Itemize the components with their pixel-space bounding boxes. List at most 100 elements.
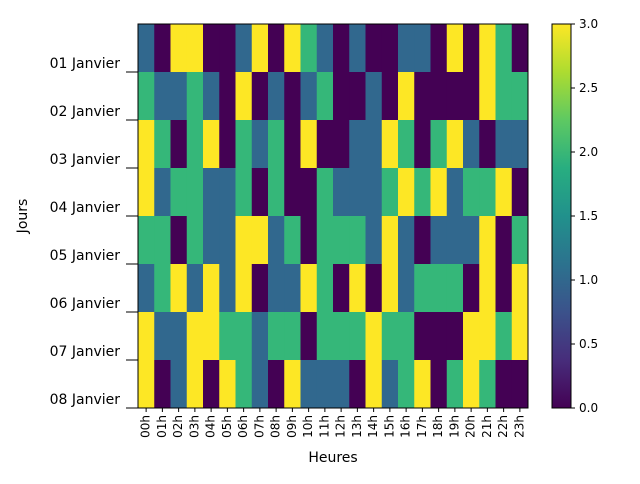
colorbar-ticks: 0.0 0.5 1.0 1.5 2.0 2.5 3.0 xyxy=(571,17,598,415)
heatmap-cell xyxy=(284,312,301,361)
x-tick-label: 09h xyxy=(285,415,299,438)
heatmap-cell xyxy=(203,72,220,121)
heatmap-cell xyxy=(414,120,431,169)
heatmap-cell xyxy=(333,264,350,313)
heatmap-cell xyxy=(430,312,448,361)
colorbar-tick-label: 0.5 xyxy=(579,337,598,351)
heatmap-cell xyxy=(268,24,285,73)
heatmap-cell xyxy=(170,360,188,409)
heatmap-cell xyxy=(446,216,464,265)
heatmap-cell xyxy=(398,360,415,409)
heatmap-cell xyxy=(333,360,350,409)
heatmap-cell xyxy=(186,24,204,73)
heatmap-cell xyxy=(414,216,431,265)
heatmap-cell xyxy=(381,216,399,265)
heatmap-cell xyxy=(479,120,496,169)
heatmap-cell xyxy=(138,360,155,409)
heatmap-cell xyxy=(479,168,496,217)
heatmap-cell xyxy=(284,360,301,409)
heatmap-cell xyxy=(349,216,366,265)
heatmap-cell xyxy=(381,72,399,121)
x-tick-label: 18h xyxy=(431,415,445,438)
heatmap-cell xyxy=(365,312,383,361)
heatmap-cell xyxy=(430,264,448,313)
x-tick-label: 00h xyxy=(139,415,153,438)
heatmap-cell xyxy=(463,24,480,73)
heatmap-cell xyxy=(235,168,253,217)
heatmap-cell xyxy=(235,120,253,169)
heatmap-cell xyxy=(170,72,188,121)
heatmap-cell xyxy=(430,216,448,265)
colorbar-tick-label: 1.5 xyxy=(579,209,598,223)
x-tick-label: 08h xyxy=(269,415,283,438)
heatmap-cell xyxy=(268,216,285,265)
heatmap-cell xyxy=(495,264,513,313)
heatmap-cell xyxy=(479,264,496,313)
heatmap-cell xyxy=(251,168,269,217)
x-tick-label: 17h xyxy=(415,415,429,438)
heatmap-cell xyxy=(268,72,285,121)
heatmap-cell xyxy=(235,264,253,313)
heatmap-cell xyxy=(203,312,220,361)
heatmap-cell xyxy=(186,120,204,169)
heatmap-cell xyxy=(446,72,464,121)
heatmap-cell xyxy=(316,168,334,217)
heatmap-cell xyxy=(414,312,431,361)
heatmap-cell xyxy=(284,264,301,313)
heatmap-cell xyxy=(511,120,529,169)
heatmap-cell xyxy=(316,312,334,361)
heatmap-cell xyxy=(251,24,269,73)
heatmap-cell xyxy=(170,264,188,313)
x-tick-label: 01h xyxy=(155,415,169,438)
heatmap-cell xyxy=(300,264,318,313)
heatmap-cell xyxy=(154,168,171,217)
heatmap-cell xyxy=(463,360,480,409)
heatmap-cell xyxy=(414,264,431,313)
x-tick-label: 11h xyxy=(317,415,331,438)
heatmap-cell xyxy=(333,312,350,361)
heatmap-cell xyxy=(381,312,399,361)
heatmap-cell xyxy=(316,264,334,313)
heatmap-cell xyxy=(511,264,529,313)
heatmap-cell xyxy=(381,120,399,169)
heatmap-cell xyxy=(446,360,464,409)
heatmap-cell xyxy=(333,168,350,217)
heatmap-cell xyxy=(495,216,513,265)
heatmap-cell xyxy=(381,264,399,313)
heatmap-cell xyxy=(251,72,269,121)
heatmap-cell xyxy=(495,24,513,73)
heatmap-cell xyxy=(398,264,415,313)
heatmap-cell xyxy=(479,216,496,265)
heatmap-cell xyxy=(219,120,236,169)
heatmap-cell xyxy=(300,120,318,169)
y-tick-label: 05 Janvier xyxy=(50,248,121,264)
heatmap-cell xyxy=(463,264,480,313)
heatmap-cell xyxy=(138,216,155,265)
heatmap-cell xyxy=(349,312,366,361)
heatmap-cell xyxy=(398,120,415,169)
heatmap-cell xyxy=(268,168,285,217)
heatmap-cell xyxy=(251,120,269,169)
heatmap-cell xyxy=(154,72,171,121)
colorbar-tick-label: 3.0 xyxy=(579,17,598,31)
heatmap-cell xyxy=(511,312,529,361)
heatmap-cell xyxy=(495,120,513,169)
heatmap-cell xyxy=(463,120,480,169)
heatmap-cell xyxy=(251,264,269,313)
heatmap-cell xyxy=(300,216,318,265)
heatmap-cell xyxy=(284,216,301,265)
heatmap-cell xyxy=(414,360,431,409)
y-tick-label: 02 Janvier xyxy=(50,104,121,120)
heatmap-cell xyxy=(316,216,334,265)
heatmap-cell xyxy=(365,120,383,169)
y-tick-label: 04 Janvier xyxy=(50,200,121,216)
heatmap-cell xyxy=(186,168,204,217)
heatmap-cell xyxy=(300,168,318,217)
heatmap-cell xyxy=(333,120,350,169)
heatmap-cell xyxy=(495,360,513,409)
colorbar-tick-label: 2.5 xyxy=(579,81,598,95)
heatmap-cell xyxy=(284,120,301,169)
heatmap-cell xyxy=(154,24,171,73)
x-tick-label: 22h xyxy=(496,415,510,438)
heatmap-cell xyxy=(333,24,350,73)
